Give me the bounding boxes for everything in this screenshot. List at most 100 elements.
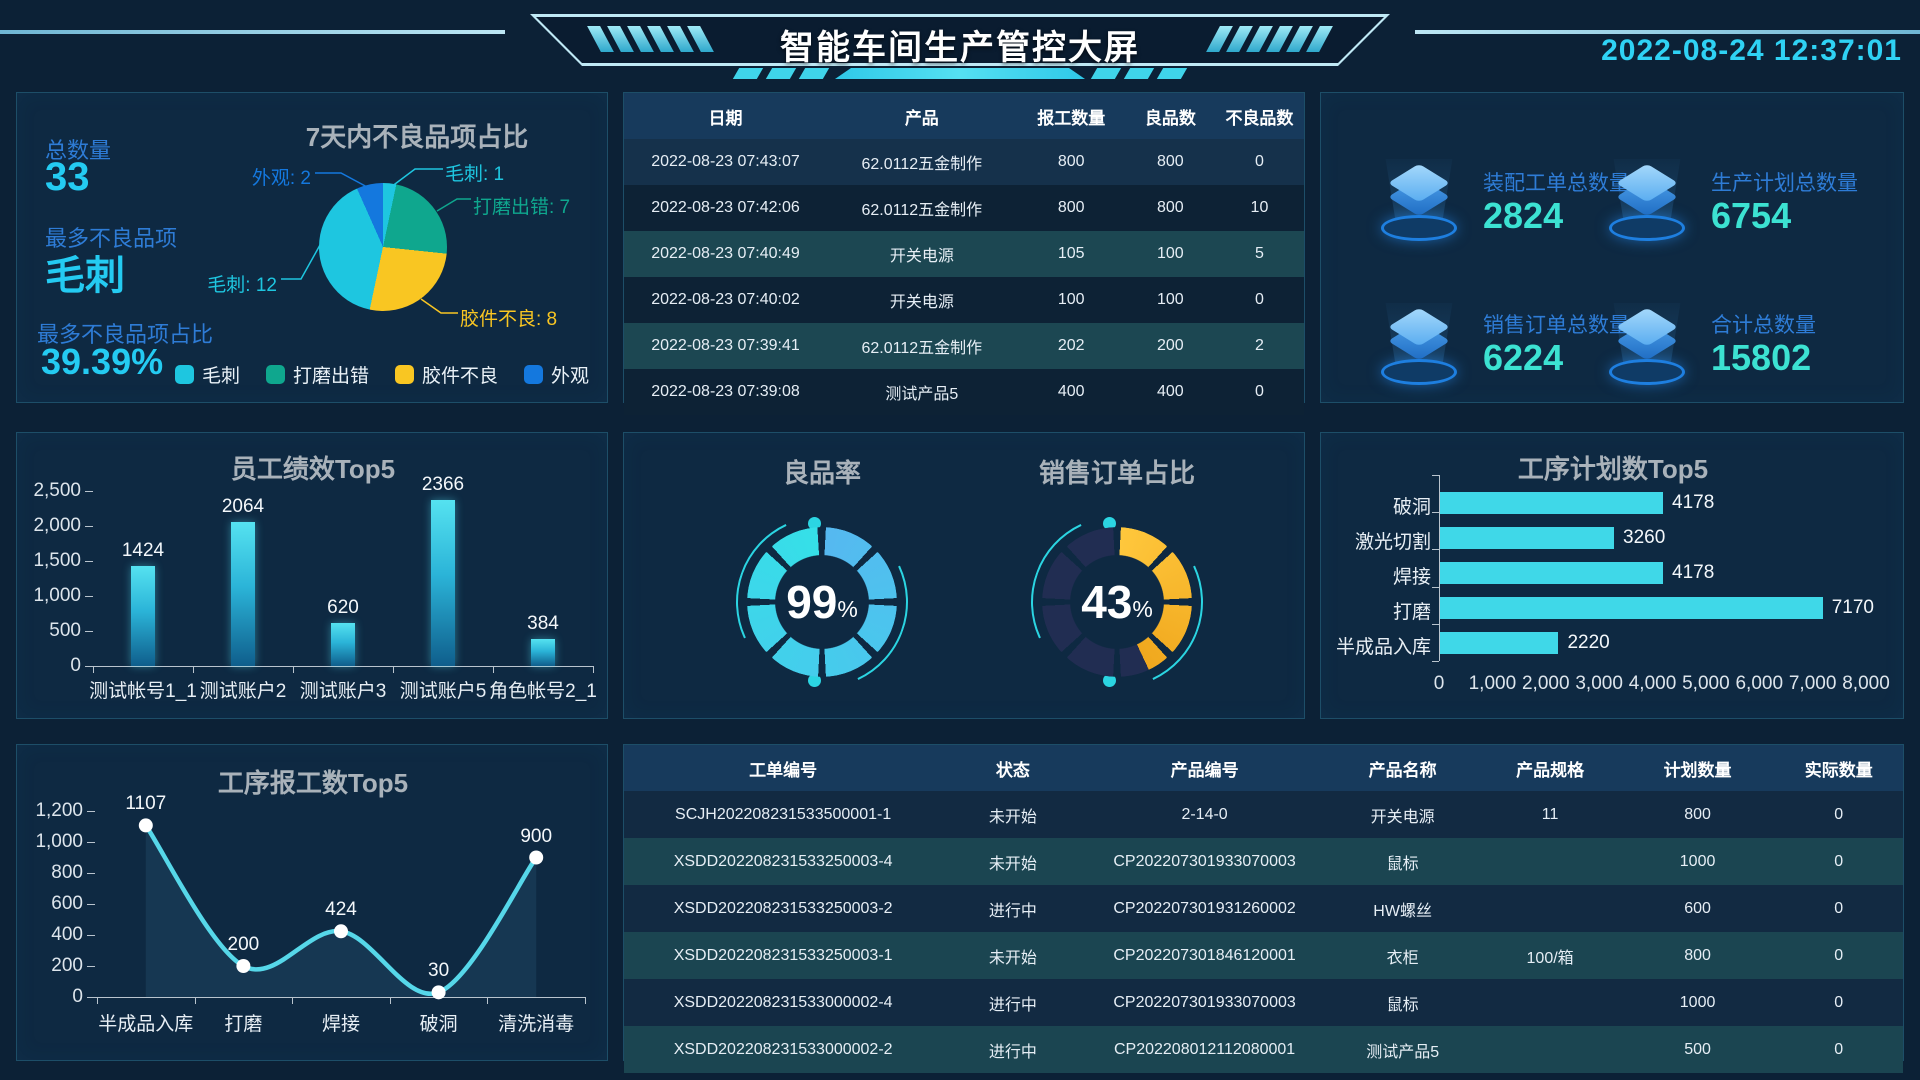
y-tick-label: 1,000 [33, 585, 81, 606]
defect-pie-chart[interactable] [319, 183, 447, 311]
yield-gauge-title: 良品率 [782, 458, 861, 488]
x-tick-mark [194, 997, 196, 1004]
table-cell: CP202207301931260002 [1113, 899, 1296, 917]
stat-card-value: 6224 [1483, 337, 1564, 378]
table-cell: 衣柜 [1386, 949, 1419, 967]
pie-slice-label: 毛刺: 12 [207, 275, 277, 296]
bar[interactable] [1440, 562, 1663, 584]
table-cell: 鼠标 [1386, 855, 1419, 873]
bar[interactable] [531, 639, 555, 666]
legend-item[interactable]: 毛刺 [175, 361, 240, 388]
header-banner: 智能车间生产管控大屏 [530, 14, 1390, 67]
x-tick-label: 1,000 [1468, 673, 1517, 694]
y-tick-label: 1,200 [35, 800, 83, 821]
table-cell: 0 [1834, 899, 1844, 917]
table-cell: CP202207301846120001 [1113, 946, 1296, 964]
process-report-line-chart[interactable]: 0 200 400 600 800 1,000 1,200 1107 半成品入库 200 打磨 424… [17, 745, 607, 1060]
data-point [529, 850, 544, 865]
table-cell [1480, 885, 1621, 932]
sales-gauge-ring [1042, 527, 1192, 677]
table-cell: 202 [1057, 337, 1085, 354]
bar[interactable] [431, 500, 455, 666]
bar[interactable] [131, 566, 155, 666]
gauge-unit: % [1132, 595, 1153, 622]
table-row: XSDD202208231533250003-1 未开始 CP20220730184… [624, 932, 1903, 979]
table-row: SCJH202208231533500001-1 未开始 2-14-0 开关电源 11 8… [624, 791, 1903, 838]
header-wing-right [1415, 30, 1920, 34]
legend-swatch [266, 365, 286, 384]
y-category-label: 破洞 [1392, 496, 1431, 518]
bar[interactable] [331, 622, 355, 666]
yield-gauge-value: 99% [747, 527, 897, 677]
y-tick-mark [1432, 549, 1439, 551]
y-tick-mark [1432, 586, 1439, 588]
x-category-label: 打磨 [224, 1014, 263, 1035]
y-tick-mark [1432, 512, 1439, 514]
process-plan-bar-chart[interactable]: 0 1,000 2,000 3,000 4,000 5,000 6,000 7,000 8,00… [1321, 433, 1903, 718]
stat-card-label: 合计总数量 [1711, 314, 1816, 337]
bar[interactable] [1440, 491, 1663, 514]
table-cell: 1000 [1679, 993, 1716, 1011]
table-row: 2022-08-23 07:39:08 测试产品5 400 400 0 [624, 369, 1304, 415]
x-tick-label: 6,000 [1735, 673, 1784, 694]
column-header: 状态 [942, 745, 1084, 791]
table-cell: 未开始 [988, 855, 1037, 873]
table-cell: 0 [1834, 1040, 1844, 1058]
x-category-label: 清洗消毒 [498, 1014, 575, 1035]
bar-value-label: 2064 [221, 495, 265, 517]
table-cell: 62.0112五金制作 [861, 202, 983, 219]
gauge-value: 43 [1081, 576, 1133, 628]
yield-gauge[interactable]: 99% [711, 491, 933, 713]
stat-card-label: 装配工单总数量 [1483, 172, 1630, 195]
table-cell: CP202208012112080001 [1113, 1040, 1296, 1058]
legend-item[interactable]: 外观 [524, 361, 589, 388]
column-header: 计划数量 [1620, 745, 1775, 791]
y-tick-label: 600 [51, 893, 83, 914]
x-tick-mark [389, 997, 391, 1004]
legend-item[interactable]: 打磨出错 [266, 361, 369, 388]
x-category-label: 焊接 [321, 1014, 360, 1035]
table-cell: 2022-08-23 07:40:02 [651, 291, 800, 308]
total-count-value: 33 [45, 155, 90, 199]
legend-item[interactable]: 胶件不良 [395, 361, 498, 388]
x-tick-label: 5,000 [1682, 673, 1730, 694]
table-cell: 测试产品5 [885, 386, 959, 403]
table-cell: 105 [1057, 245, 1085, 262]
bar[interactable] [231, 521, 255, 666]
bar[interactable] [1440, 597, 1823, 620]
y-category-label: 打磨 [1392, 602, 1431, 624]
table-header: 工单编号 状态 产品编号 产品名称 产品规格 计划数量 实际数量 [624, 745, 1903, 791]
bar[interactable] [1440, 632, 1559, 655]
table-cell: 11 [1541, 805, 1559, 823]
total-count-label: 总数量 [45, 138, 112, 163]
x-tick-mark [393, 666, 394, 673]
pie-slice-label: 外观: 2 [251, 168, 311, 189]
y-tick-mark [85, 526, 93, 527]
production-report-table: 日期 产品 报工数量 良品数 不良品数 2022-08-23 07:43:07 62.01… [624, 93, 1304, 415]
table-cell: HW螺丝 [1373, 902, 1432, 920]
table-cell: 800 [1057, 153, 1085, 170]
stat-card-label: 生产计划总数量 [1711, 172, 1858, 195]
table-header: 日期 产品 报工数量 良品数 不良品数 [624, 93, 1304, 139]
legend-label: 毛刺 [202, 366, 241, 387]
yield-gauge-ring [747, 527, 897, 677]
table-cell: 0 [1254, 153, 1264, 170]
bar[interactable] [1440, 526, 1614, 549]
top-defect-ratio-value: 39.39% [41, 341, 164, 382]
table-cell: 0 [1254, 291, 1264, 308]
layers-icon [1599, 159, 1695, 243]
pie-legend[interactable]: 毛刺 打磨出错 胶件不良 外观 [175, 361, 589, 388]
performance-bar-chart[interactable]: 0 500 1,000 1,500 2,000 2,500 1424 测试帐号1_1 2064 测… [17, 433, 607, 718]
table-cell: 2022-08-23 07:40:49 [651, 245, 800, 262]
bar-value-label: 384 [527, 613, 559, 635]
table-cell: 200 [1157, 337, 1184, 354]
x-category-label: 破洞 [419, 1014, 458, 1035]
x-category-label: 半成品入库 [98, 1014, 194, 1035]
x-axis-line [93, 666, 593, 667]
y-tick-mark [1432, 623, 1439, 625]
table-row: XSDD202208231533000002-2 进行中 CP20220801211… [624, 1026, 1903, 1073]
stat-card-label: 销售订单总数量 [1483, 314, 1630, 337]
work-order-table: 工单编号 状态 产品编号 产品名称 产品规格 计划数量 实际数量 SCJH202208231… [624, 745, 1903, 1073]
x-tick-mark [193, 666, 194, 673]
sales-gauge[interactable]: 43% [1006, 491, 1228, 713]
